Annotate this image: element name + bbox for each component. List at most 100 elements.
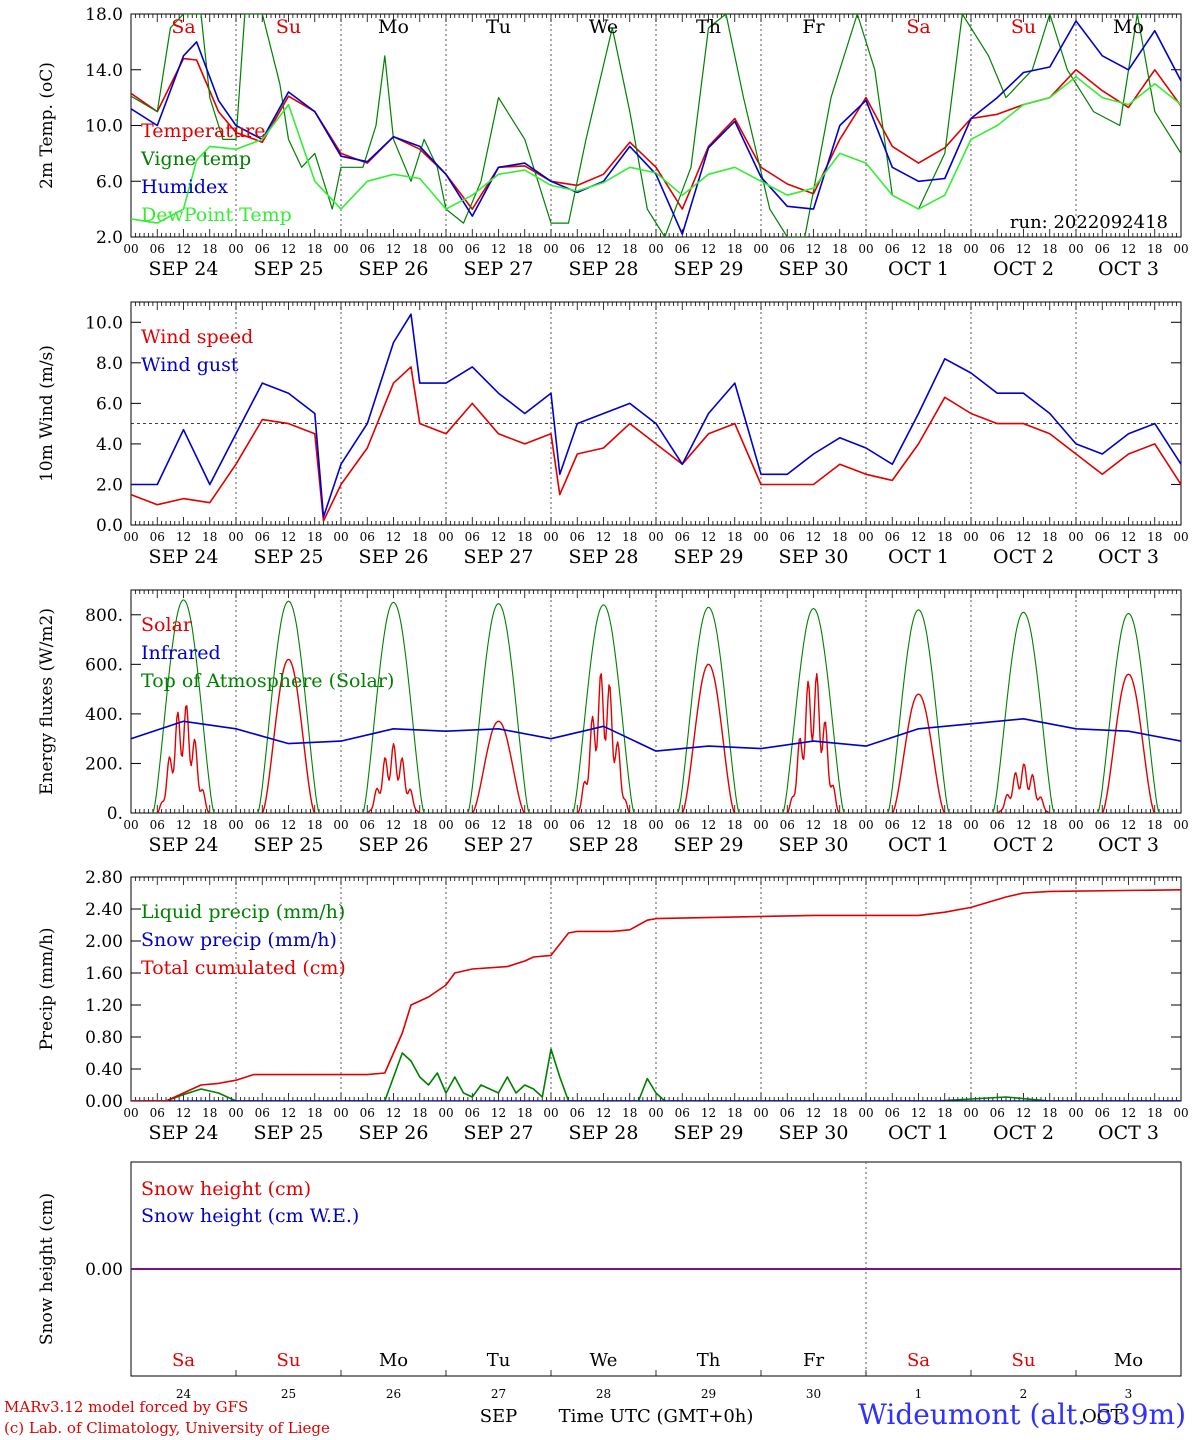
y-tick-label: 800. bbox=[85, 606, 123, 626]
hour-label: 12 bbox=[596, 818, 611, 832]
legend-entry: Infrared bbox=[141, 642, 221, 664]
hour-label: 00 bbox=[858, 818, 873, 832]
weekday-label: Su bbox=[1011, 16, 1036, 38]
series-line bbox=[131, 1048, 1181, 1101]
y-axis-label: Energy fluxes (W/m2) bbox=[37, 608, 57, 795]
date-label: OCT 2 bbox=[993, 258, 1054, 280]
panel-precip: 00 06 12 18 00 06 12 18 00 06 12 18 00 06 12 18 00 06 12 18… bbox=[37, 868, 1189, 1144]
hour-label: 12 bbox=[386, 530, 401, 544]
day-number: 3 bbox=[1125, 1387, 1133, 1401]
hour-label: 06 bbox=[360, 1106, 375, 1120]
hour-label: 12 bbox=[491, 818, 506, 832]
y-tick-label: 4.0 bbox=[96, 435, 123, 455]
hour-label: 00 bbox=[963, 242, 978, 256]
date-label: OCT 3 bbox=[1098, 258, 1159, 280]
hour-label: 06 bbox=[780, 530, 795, 544]
hour-label: 00 bbox=[648, 242, 663, 256]
date-label: SEP 26 bbox=[359, 834, 429, 856]
y-tick-label: 14.0 bbox=[85, 61, 123, 81]
legend-entry: Total cumulated (cm) bbox=[141, 957, 346, 979]
hour-label: 06 bbox=[150, 1106, 165, 1120]
weekday-label: Sa bbox=[906, 16, 930, 38]
series-line bbox=[131, 75, 1181, 224]
x-axis-label: Time UTC (GMT+0h) bbox=[559, 1406, 754, 1427]
y-tick-label: 2.00 bbox=[85, 932, 123, 952]
hour-label: 06 bbox=[255, 1106, 270, 1120]
hour-label: 12 bbox=[1121, 818, 1136, 832]
hour-label: 18 bbox=[1147, 818, 1162, 832]
toa-curve bbox=[677, 606, 740, 813]
hour-label: 12 bbox=[491, 242, 506, 256]
hour-label: 12 bbox=[491, 530, 506, 544]
date-label: SEP 24 bbox=[149, 834, 219, 856]
day-number: 26 bbox=[386, 1387, 401, 1401]
hour-label: 12 bbox=[701, 530, 716, 544]
lab-credit: (c) Lab. of Climatology, University of L… bbox=[4, 1419, 330, 1437]
hour-label: 12 bbox=[281, 818, 296, 832]
date-label: OCT 1 bbox=[888, 546, 949, 568]
weekday-label: Th bbox=[697, 1350, 721, 1371]
hour-label: 12 bbox=[911, 1106, 926, 1120]
hour-label: 18 bbox=[202, 1106, 217, 1120]
day-number: 25 bbox=[281, 1387, 296, 1401]
date-label: OCT 1 bbox=[888, 258, 949, 280]
hour-label: 00 bbox=[438, 1106, 453, 1120]
day-number: 29 bbox=[701, 1387, 716, 1401]
hour-label: 06 bbox=[465, 818, 480, 832]
hour-label: 00 bbox=[333, 818, 348, 832]
hour-label: 00 bbox=[228, 1106, 243, 1120]
solar-curve bbox=[786, 673, 841, 813]
hour-label: 18 bbox=[832, 818, 847, 832]
hour-label: 12 bbox=[911, 242, 926, 256]
hour-label: 06 bbox=[150, 530, 165, 544]
weekday-label: Sa bbox=[171, 16, 195, 38]
hour-label: 06 bbox=[780, 818, 795, 832]
series-line bbox=[131, 366, 1181, 522]
plot-area bbox=[131, 599, 1181, 813]
hour-label: 18 bbox=[727, 1106, 742, 1120]
hour-label: 06 bbox=[1095, 1106, 1110, 1120]
solar-curve bbox=[891, 693, 946, 813]
infrared-line bbox=[131, 717, 1181, 752]
hour-label: 06 bbox=[570, 242, 585, 256]
hour-label: 00 bbox=[123, 818, 138, 832]
hour-label: 00 bbox=[1068, 530, 1083, 544]
panel-temp: 00 06 12 18 00 06 12 18 00 06 12 18 00 06 12 18 00 06 12 18… bbox=[37, 5, 1189, 280]
hour-label: 12 bbox=[176, 1106, 191, 1120]
hour-label: 00 bbox=[333, 242, 348, 256]
hour-label: 12 bbox=[911, 818, 926, 832]
toa-curve bbox=[1097, 612, 1160, 813]
hour-label: 12 bbox=[596, 530, 611, 544]
hour-label: 18 bbox=[937, 1106, 952, 1120]
hour-label: 18 bbox=[307, 530, 322, 544]
y-axis-label: Snow height (cm) bbox=[37, 1193, 57, 1345]
solar-curve bbox=[261, 658, 316, 813]
toa-curve bbox=[467, 603, 530, 813]
hour-label: 00 bbox=[1068, 818, 1083, 832]
hour-label: 06 bbox=[1095, 242, 1110, 256]
weekday-label: Mo bbox=[379, 1350, 408, 1371]
legend-entry: Snow height (cm W.E.) bbox=[141, 1205, 359, 1227]
hour-label: 06 bbox=[990, 818, 1005, 832]
hour-label: 00 bbox=[963, 818, 978, 832]
hour-label: 18 bbox=[412, 242, 427, 256]
hour-label: 18 bbox=[937, 242, 952, 256]
solar-curve bbox=[366, 743, 421, 813]
hour-label: 00 bbox=[963, 530, 978, 544]
date-label: SEP 30 bbox=[779, 1122, 849, 1144]
hour-label: 12 bbox=[1016, 530, 1031, 544]
hour-label: 18 bbox=[622, 242, 637, 256]
date-label: SEP 24 bbox=[149, 1122, 219, 1144]
hour-label: 00 bbox=[753, 818, 768, 832]
hour-label: 00 bbox=[228, 818, 243, 832]
legend-entry: Snow precip (mm/h) bbox=[141, 929, 337, 951]
plot-area bbox=[131, 313, 1181, 522]
hour-label: 00 bbox=[1173, 818, 1188, 832]
date-label: OCT 3 bbox=[1098, 1122, 1159, 1144]
hour-label: 18 bbox=[412, 1106, 427, 1120]
series-line bbox=[131, 57, 1181, 210]
weekday-label: Mo bbox=[1114, 1350, 1143, 1371]
hour-label: 06 bbox=[570, 818, 585, 832]
hour-label: 18 bbox=[622, 530, 637, 544]
plot-area bbox=[131, 889, 1181, 1101]
